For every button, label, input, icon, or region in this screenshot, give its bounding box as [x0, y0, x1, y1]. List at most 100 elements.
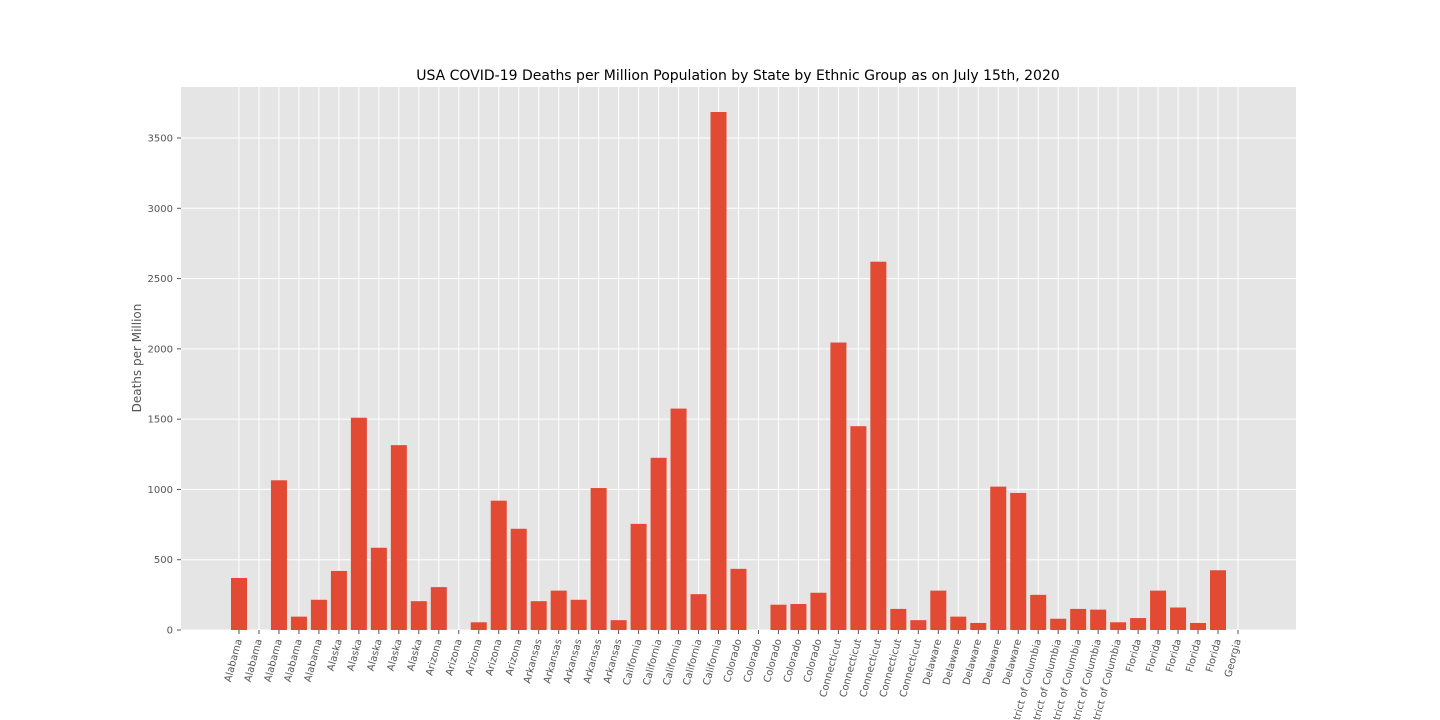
x-tick-label: Delaware: [961, 638, 984, 686]
bar: [1030, 594, 1047, 630]
bar: [390, 445, 407, 630]
y-tick-label: 500: [154, 555, 173, 566]
bar: [790, 603, 807, 630]
bar: [1190, 622, 1207, 630]
x-tick-label: Arkansas: [562, 638, 584, 685]
x-tick-label: Arkansas: [602, 638, 624, 685]
bar: [1070, 608, 1087, 630]
bar: [231, 577, 247, 630]
bar: [330, 570, 347, 630]
x-tick-label: Arizona: [484, 638, 504, 677]
bar: [290, 616, 307, 630]
x-tick-label: Arkansas: [542, 638, 564, 685]
bar: [510, 528, 527, 630]
bar: [730, 568, 747, 630]
x-tick-label: Alabama: [223, 638, 245, 683]
bar: [270, 480, 287, 630]
bar: [1150, 590, 1167, 630]
x-tick-label: California: [682, 638, 705, 687]
bar: [430, 587, 447, 630]
y-tick-label: 2000: [148, 344, 173, 355]
y-axis-ticks: 0 500 1000 1500 2000 2500 3000 3500: [148, 134, 181, 637]
x-tick-label: California: [622, 638, 645, 687]
bar: [1130, 618, 1147, 630]
x-tick-label: California: [662, 638, 685, 687]
x-tick-label: Arizona: [444, 638, 464, 677]
x-tick-label: Colorado: [802, 638, 824, 684]
x-tick-label: Alabama: [303, 638, 325, 683]
bar: [870, 261, 887, 630]
bar: [650, 457, 667, 630]
bar: [350, 417, 367, 630]
bar: [490, 500, 507, 630]
x-tick-label: Alabama: [283, 638, 305, 683]
bar: [690, 594, 707, 630]
x-tick-label: Arizona: [504, 638, 524, 677]
y-tick-label: 0: [167, 626, 173, 637]
bar: [850, 426, 867, 630]
bar: [810, 592, 827, 630]
bar: [410, 601, 427, 630]
bars: [231, 112, 1227, 630]
bar: [950, 616, 967, 630]
x-tick-label: Florida: [1165, 638, 1184, 674]
bar: [530, 601, 547, 630]
x-tick-label: Colorado: [722, 638, 744, 684]
x-tick-label: Alabama: [243, 638, 265, 683]
bar: [1110, 622, 1127, 630]
y-tick-label: 1000: [148, 485, 173, 496]
x-tick-label: Florida: [1125, 638, 1144, 674]
x-tick-label: Delaware: [981, 638, 1004, 686]
x-tick-label: Alaska: [386, 638, 405, 672]
bar: [370, 547, 387, 630]
y-axis-label: Deaths per Million: [130, 304, 144, 413]
bar: [670, 408, 687, 630]
bar: [910, 620, 927, 630]
bar: [590, 488, 607, 630]
x-tick-label: California: [701, 638, 724, 687]
x-tick-label: Delaware: [1001, 638, 1024, 686]
bar: [890, 608, 907, 630]
x-tick-label: Alaska: [346, 638, 365, 672]
x-tick-label: Colorado: [762, 638, 784, 684]
bar: [770, 604, 787, 630]
x-tick-label: Arizona: [464, 638, 484, 677]
x-tick-label: Georgia: [1223, 638, 1244, 679]
x-tick-label: Alaska: [326, 638, 345, 672]
x-tick-label: Alaska: [406, 638, 425, 672]
bar: [610, 620, 627, 630]
y-tick-label: 3500: [148, 134, 173, 145]
bar: [1170, 607, 1187, 630]
bar: [990, 486, 1007, 630]
x-tick-label: Florida: [1145, 638, 1164, 674]
bar: [470, 622, 487, 630]
y-tick-label: 2500: [148, 274, 173, 285]
x-tick-label: Alaska: [366, 638, 385, 672]
y-tick-label: 3000: [148, 204, 173, 215]
bar: [930, 590, 947, 630]
x-tick-label: Colorado: [782, 638, 804, 684]
bar: [1210, 570, 1227, 630]
bar: [1090, 609, 1107, 630]
bar: [550, 590, 567, 630]
bar: [710, 112, 727, 630]
x-tick-label: Delaware: [921, 638, 944, 686]
x-tick-label: Colorado: [742, 638, 764, 684]
chart-title: USA COVID-19 Deaths per Million Populati…: [416, 68, 1060, 84]
bar: [310, 599, 327, 630]
bar: [970, 622, 987, 630]
bar: [830, 342, 847, 630]
bar: [570, 599, 587, 630]
x-tick-label: California: [642, 638, 665, 687]
x-tick-label: Florida: [1204, 638, 1223, 674]
x-tick-label: Arizona: [424, 638, 444, 677]
y-tick-label: 1500: [148, 415, 173, 426]
x-tick-label: Arkansas: [522, 638, 544, 685]
x-tick-label: Florida: [1185, 638, 1204, 674]
x-tick-label: Alabama: [263, 638, 285, 683]
bar: [630, 523, 647, 630]
x-tick-label: Arkansas: [582, 638, 604, 685]
x-tick-label: Delaware: [941, 638, 964, 686]
